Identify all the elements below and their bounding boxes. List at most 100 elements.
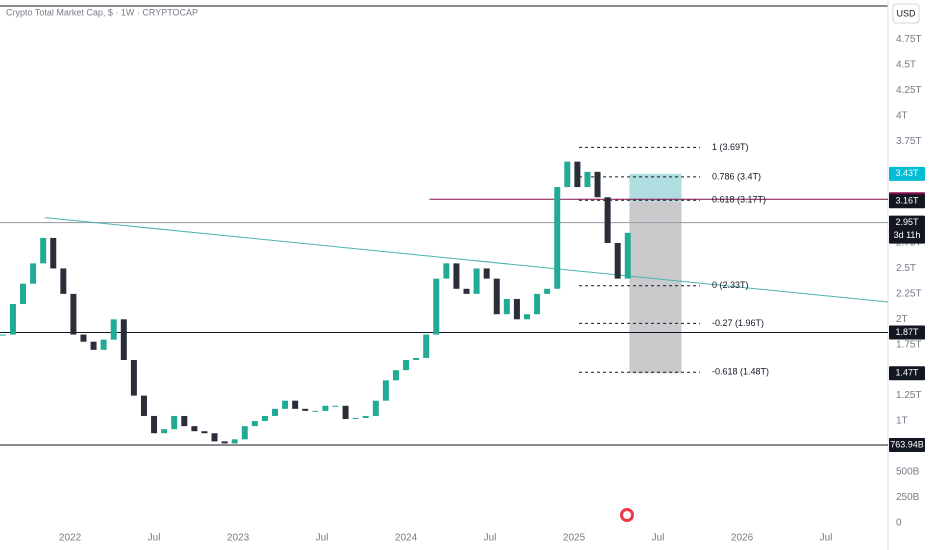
x-tick-label: 2025 xyxy=(563,533,586,544)
price-tag-label: 3.16T xyxy=(895,196,919,206)
candle xyxy=(382,380,389,401)
plot: 1 (3.69T) 0.786 (3.4T) 0.618 (3.17T) 0 (2.3… xyxy=(0,142,889,446)
candle xyxy=(272,408,279,416)
fib-label: 0.618 (3.17T) xyxy=(712,195,766,205)
candle xyxy=(261,415,268,422)
currency-button[interactable] xyxy=(892,3,920,24)
candle xyxy=(251,421,258,427)
candle xyxy=(191,426,198,432)
candle xyxy=(211,433,218,442)
candle xyxy=(161,429,168,434)
candle xyxy=(463,288,470,294)
x-tick-label: 2022 xyxy=(59,533,82,544)
candle xyxy=(201,431,208,434)
y-tick-label: 1.25T xyxy=(896,390,922,401)
candle xyxy=(312,410,319,412)
x-tick-label: Jul xyxy=(484,533,497,544)
candle xyxy=(433,278,440,335)
currency-label[interactable]: USD xyxy=(896,8,916,18)
candle xyxy=(241,426,248,440)
y-tick-label: 4.25T xyxy=(896,85,922,96)
y-tick-label: 250B xyxy=(896,492,920,503)
y-tick-label: 3.75T xyxy=(896,136,922,147)
price-tag xyxy=(889,325,925,340)
candle xyxy=(624,232,631,279)
candle xyxy=(302,408,309,411)
candle xyxy=(443,263,450,279)
x-tick-label: 2026 xyxy=(731,533,754,544)
candle xyxy=(292,400,299,409)
event-icon-inner xyxy=(623,511,631,519)
fib-label: 1 (3.69T) xyxy=(712,142,749,152)
candle xyxy=(30,263,37,284)
fib-label: -0.27 (1.96T) xyxy=(712,318,764,328)
candle xyxy=(60,268,67,294)
chart-title: Crypto Total Market Cap, $ · 1W · CRYPTO… xyxy=(6,7,198,17)
candle xyxy=(181,415,188,427)
price-tag xyxy=(889,194,925,209)
candle xyxy=(423,334,430,358)
candle xyxy=(322,405,329,411)
candle xyxy=(120,319,127,360)
price-tag xyxy=(889,366,925,381)
candle xyxy=(564,161,571,188)
candle xyxy=(513,298,520,320)
candle xyxy=(332,405,339,407)
price-tag-label: 1.87T xyxy=(895,327,919,337)
y-tick-label: 1.75T xyxy=(896,339,922,350)
x-tick-label: Jul xyxy=(148,533,161,544)
price-tag xyxy=(889,438,925,453)
fib-label: 0 (2.33T) xyxy=(712,280,749,290)
position-target xyxy=(629,173,682,202)
candle xyxy=(493,278,500,315)
countdown: 3d 11h xyxy=(894,230,921,240)
y-tick-label: 1T xyxy=(896,416,908,427)
candle xyxy=(221,441,228,444)
candle xyxy=(392,370,399,381)
candle xyxy=(110,319,117,340)
candle xyxy=(100,339,107,350)
candle xyxy=(473,268,480,294)
candle xyxy=(171,415,178,430)
price-tag-label: 1.47T xyxy=(895,368,919,378)
candle xyxy=(554,187,561,289)
candle xyxy=(0,334,6,336)
y-tick-label: 2.5T xyxy=(896,263,916,274)
candle xyxy=(20,283,27,305)
candle xyxy=(40,237,47,264)
fib-label: 0.786 (3.4T) xyxy=(712,171,761,181)
price-tag-label: 763.94B xyxy=(890,439,924,449)
price-tag-label: 3.43T xyxy=(895,168,919,178)
candle xyxy=(130,360,137,396)
candle xyxy=(523,314,530,320)
candle xyxy=(403,360,410,371)
fib-label: -0.618 (1.48T) xyxy=(712,367,769,377)
y-tick-label: 2.25T xyxy=(896,289,922,300)
candle xyxy=(151,415,158,434)
candle xyxy=(413,357,420,360)
candle xyxy=(483,268,490,279)
trendline xyxy=(44,217,889,303)
x-tick-label: Jul xyxy=(652,533,665,544)
candle xyxy=(140,395,147,416)
candle xyxy=(231,439,238,444)
candle xyxy=(362,415,369,418)
y-tick-label: 4.5T xyxy=(896,60,916,71)
candle xyxy=(90,341,97,350)
candle xyxy=(282,400,289,409)
candle xyxy=(70,293,77,335)
candle xyxy=(342,405,349,419)
candle xyxy=(614,243,621,279)
y-tick-label: 2T xyxy=(896,314,908,325)
price-tag-label: 2.95T xyxy=(895,217,919,227)
candle xyxy=(574,161,581,188)
candle xyxy=(352,417,359,419)
candle xyxy=(534,293,541,315)
y-tick-label: 0 xyxy=(896,517,902,528)
position-stop xyxy=(629,201,682,374)
candle xyxy=(9,304,16,335)
y-tick-label: 4.75T xyxy=(896,34,922,45)
candle xyxy=(584,171,591,188)
candle xyxy=(503,298,510,315)
x-tick-label: Jul xyxy=(820,533,833,544)
